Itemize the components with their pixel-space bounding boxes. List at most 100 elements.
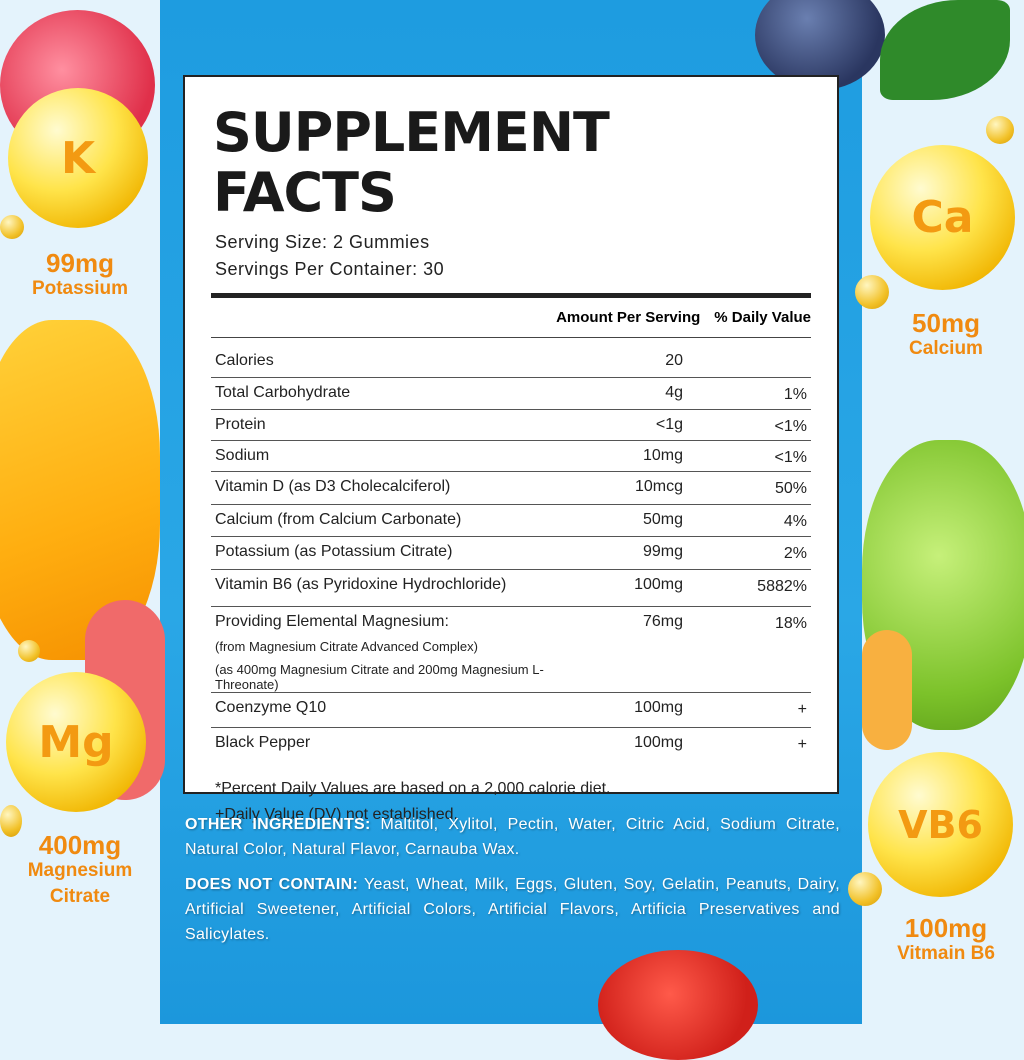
dv-header: % Daily Value xyxy=(714,309,811,326)
nutrient-name: Providing Elemental Magnesium: xyxy=(215,613,449,630)
nutrient-dv: 18% xyxy=(774,615,807,632)
nutrient-source: (from Magnesium Citrate Advanced Complex… xyxy=(215,639,478,654)
nutrient-name-cell: Calories xyxy=(215,346,563,370)
nutrient-name-cell: Total Carbohydrate xyxy=(215,378,563,402)
nutrient-dv xyxy=(687,346,807,354)
potassium-name: Potassium xyxy=(31,278,129,299)
nutrient-name: Coenzyme Q10 xyxy=(215,699,327,716)
nutrient-name-cell: Potassium (as Potassium Citrate) xyxy=(215,537,563,561)
does-not-contain-text: Yeast, Wheat, Milk, Eggs, Gluten, Soy, G… xyxy=(185,876,840,943)
small-orb xyxy=(0,805,22,837)
nutrient-amount: 76mg xyxy=(642,613,683,630)
nutrient-amount: 100mg xyxy=(634,576,683,593)
potassium-orb: K xyxy=(8,88,148,228)
leaf-image xyxy=(880,0,1010,100)
nutrient-amount: 4g xyxy=(665,384,683,401)
ingredients-section: OTHER INGREDIENTS: Maltitol, Xylitol, Pe… xyxy=(185,812,840,957)
label-title: SUPPLEMENT FACTS xyxy=(213,101,610,224)
nutrient-name: Calories xyxy=(215,352,274,369)
nutrient-row: Black Pepper 100mg + xyxy=(211,728,811,762)
nutrient-name-cell: Vitamin B6 (as Pyridoxine Hydrochloride) xyxy=(215,570,563,594)
vitamin-b6-orb: VB6 xyxy=(868,752,1013,897)
nutrient-table: Calories 20 Total Carbohydrate 4g 1% Protein <… xyxy=(211,338,811,762)
amount-header: Amount Per Serving xyxy=(556,309,701,326)
magnesium-caption: 400mg Magnesium Citrate xyxy=(0,832,160,910)
nutrient-dv: 2% xyxy=(783,545,807,562)
nutrient-amount: 50mg xyxy=(642,511,683,528)
nutrient-amount: 10mg xyxy=(642,447,683,464)
calcium-value: 50mg xyxy=(912,308,980,338)
nutrient-name: Vitamin B6 (as Pyridoxine Hydrochloride) xyxy=(215,576,507,593)
supplement-facts-label: SUPPLEMENT FACTS Serving Size: 2 Gummies… xyxy=(183,75,839,823)
nutrient-amount: 20 xyxy=(665,352,683,369)
potassium-symbol: K xyxy=(60,132,96,184)
nutrient-row: Potassium (as Potassium Citrate) 99mg 2% xyxy=(211,537,811,570)
magnesium-orb: Mg xyxy=(6,672,146,812)
nutrient-name: Protein xyxy=(215,416,266,433)
servings-per-container: Servings Per Container: 30 xyxy=(215,259,445,279)
magnesium-symbol: Mg xyxy=(38,716,114,768)
nutrient-row: Coenzyme Q10 100mg + xyxy=(211,693,811,728)
nutrient-name-cell: Coenzyme Q10 xyxy=(215,693,563,717)
nutrient-name-cell: Calcium (from Calcium Carbonate) xyxy=(215,505,563,529)
other-ingredients: OTHER INGREDIENTS: Maltitol, Xylitol, Pe… xyxy=(185,812,840,862)
nutrient-name-cell: Protein xyxy=(215,410,563,434)
nutrient-name: Sodium xyxy=(215,447,270,464)
table-header: Amount Per Serving % Daily Value xyxy=(211,298,811,338)
nutrient-dv: 1% xyxy=(783,386,807,403)
nutrient-row: Sodium 10mg <1% xyxy=(211,441,811,472)
does-not-contain: DOES NOT CONTAIN: Yeast, Wheat, Milk, Eg… xyxy=(185,872,840,947)
nutrient-name-cell: Providing Elemental Magnesium: (from Magn… xyxy=(215,607,563,692)
nutrient-name-cell: Vitamin D (as D3 Cholecalciferol) xyxy=(215,472,563,496)
nutrient-dv: 4% xyxy=(783,513,807,530)
nutrient-name: Total Carbohydrate xyxy=(215,384,351,401)
potassium-caption: 99mg Potassium xyxy=(0,250,160,302)
potassium-value: 99mg xyxy=(46,248,114,278)
nutrient-row: Vitamin D (as D3 Cholecalciferol) 10mcg 50… xyxy=(211,472,811,505)
other-ingredients-text: Maltitol, Xylitol, Pectin, Water, Citric… xyxy=(185,816,840,858)
nutrient-row: Vitamin B6 (as Pyridoxine Hydrochloride)… xyxy=(211,570,811,607)
nutrient-row: Total Carbohydrate 4g 1% xyxy=(211,378,811,410)
nutrient-amount: 100mg xyxy=(634,734,683,751)
small-orb xyxy=(18,640,40,662)
nutrient-amount: 99mg xyxy=(642,543,683,560)
magnesium-name: Magnesium Citrate xyxy=(27,860,133,907)
footnotes: *Percent Daily Values are based on a 2,0… xyxy=(215,776,807,828)
footnote-plus: +Daily Value (DV) not established. xyxy=(215,806,458,823)
nutrient-name-cell: Sodium xyxy=(215,441,563,465)
nutrient-source-detail: (as 400mg Magnesium Citrate and 200mg Ma… xyxy=(215,662,544,692)
nutrient-row: Providing Elemental Magnesium: (from Magn… xyxy=(211,607,811,693)
nutrient-dv: 50% xyxy=(774,480,807,497)
nutrient-row: Calcium (from Calcium Carbonate) 50mg 4% xyxy=(211,505,811,537)
small-orb xyxy=(0,215,24,239)
nutrient-amount: 100mg xyxy=(634,699,683,716)
nutrient-name-cell: Black Pepper xyxy=(215,728,563,752)
nutrient-dv: + xyxy=(797,701,807,718)
nutrient-dv: + xyxy=(797,736,807,753)
serving-size: Serving Size: 2 Gummies xyxy=(215,232,430,252)
nutrient-dv: <1% xyxy=(774,449,807,466)
calcium-caption: 50mg Calcium xyxy=(866,310,1024,362)
nutrient-amount: 10mcg xyxy=(634,478,683,495)
vitamin-b6-value: 100mg xyxy=(904,913,988,943)
nutrient-name: Calcium (from Calcium Carbonate) xyxy=(215,511,462,528)
nutrient-name: Potassium (as Potassium Citrate) xyxy=(215,543,453,560)
strawberry-image xyxy=(598,950,758,1060)
calcium-name: Calcium xyxy=(909,338,983,359)
nutrient-dv: 5882% xyxy=(757,578,807,595)
gummy-bear-orange-image xyxy=(862,630,912,750)
vitamin-b6-name: Vitmain B6 xyxy=(897,943,995,964)
small-orb xyxy=(855,275,889,309)
vitamin-b6-symbol: VB6 xyxy=(898,802,983,847)
nutrient-dv: <1% xyxy=(774,418,807,435)
calcium-orb: Ca xyxy=(870,145,1015,290)
divider xyxy=(211,293,811,298)
nutrient-row: Protein <1g <1% xyxy=(211,410,811,441)
magnesium-value: 400mg xyxy=(38,830,122,860)
calcium-symbol: Ca xyxy=(911,192,974,243)
other-ingredients-label: OTHER INGREDIENTS: xyxy=(185,816,371,833)
vitamin-b6-caption: 100mg Vitmain B6 xyxy=(866,915,1024,967)
nutrient-name: Black Pepper xyxy=(215,734,311,751)
small-orb xyxy=(848,872,882,906)
nutrient-name: Vitamin D (as D3 Cholecalciferol) xyxy=(215,478,451,495)
